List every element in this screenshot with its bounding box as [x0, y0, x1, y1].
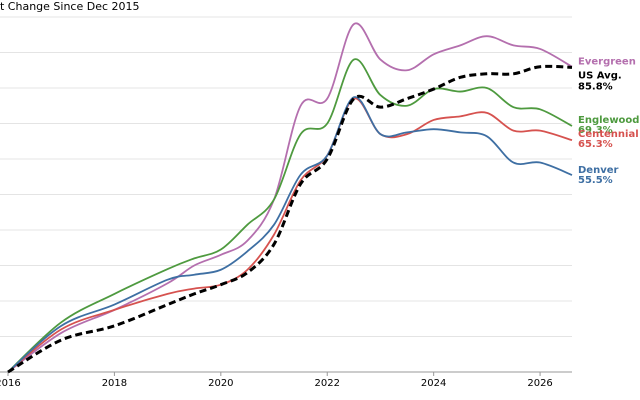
value-label: 65.3%	[578, 139, 613, 150]
chart-title: t Change Since Dec 2015	[0, 0, 140, 13]
series-label: US Avg.	[578, 70, 622, 81]
series-label: Evergreen	[578, 57, 636, 68]
x-tick-label: 2018	[102, 378, 127, 389]
value-label: 85.8%	[578, 81, 613, 92]
series-line	[7, 96, 573, 373]
series-line	[7, 64, 573, 374]
x-tick-label: 2026	[527, 378, 552, 389]
value-label: 69.3%	[578, 125, 613, 136]
x-tick-label: 2020	[208, 378, 233, 389]
x-tick-label: 2022	[315, 378, 340, 389]
series-line	[7, 58, 573, 373]
series-line	[7, 22, 573, 373]
series-label: Denver	[578, 165, 619, 176]
series-label: Centennial	[578, 129, 639, 140]
x-tick-label: 2024	[421, 378, 446, 389]
x-tick-label: 2016	[0, 378, 21, 389]
value-label: 55.5%	[578, 175, 613, 186]
series-label: Englewood	[578, 115, 639, 126]
